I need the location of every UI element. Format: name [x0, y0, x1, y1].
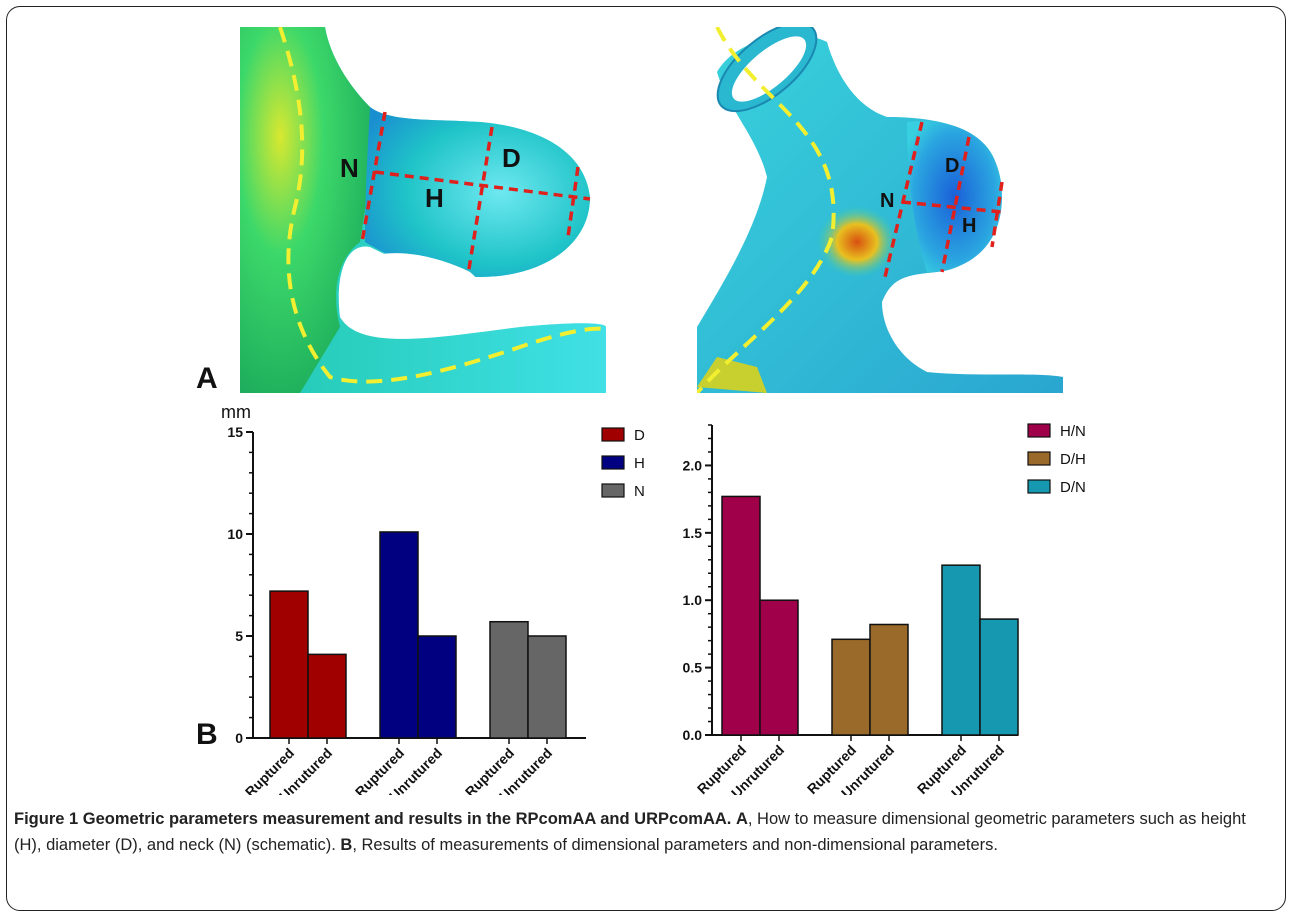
bar-h-n-unrutured — [759, 599, 799, 736]
y-tick-label: 1.0 — [683, 592, 703, 608]
legend-label-d-n: D/N — [1060, 479, 1086, 496]
bar-d-ruptured — [269, 590, 309, 739]
caption-label: Figure 1 — [14, 810, 79, 828]
figure-caption: Figure 1 Geometric parameters measuremen… — [14, 806, 1276, 858]
label-n-left: N — [340, 153, 359, 183]
y-tick-label: 0.5 — [683, 660, 703, 676]
aneurysm-render-left-svg: N H D — [240, 27, 606, 393]
y-tick-label: 15 — [227, 424, 243, 440]
label-h-left: H — [425, 183, 444, 213]
figure-frame — [6, 6, 1286, 911]
aneurysm-render-left: N H D — [240, 27, 606, 393]
y-axis-label: mm — [221, 402, 251, 422]
y-tick-label: 0.0 — [683, 727, 703, 743]
label-h-right: H — [962, 215, 976, 237]
y-tick-label: 2.0 — [683, 457, 703, 473]
legend-swatch-h-n — [1027, 423, 1051, 438]
label-d-left: D — [502, 143, 521, 173]
legend-swatch-d — [601, 427, 625, 442]
caption-part-a-label: A — [735, 810, 748, 828]
bar-n-ruptured — [489, 620, 529, 739]
bar-h-unrutured — [417, 635, 457, 739]
caption-title: Geometric parameters measurement and res… — [82, 810, 732, 828]
label-d-right: D — [945, 155, 959, 177]
legend-label-d: D — [634, 427, 645, 444]
legend-swatch-h — [601, 455, 625, 470]
legend-swatch-n — [601, 483, 625, 498]
legend-label-h-n: H/N — [1060, 423, 1086, 440]
legend-label-n: N — [634, 483, 645, 500]
bar-h-ruptured — [379, 531, 419, 739]
caption-part-b-text: , Results of measurements of dimensional… — [352, 836, 998, 854]
bar-d-unrutured — [307, 653, 347, 739]
y-tick-label: 1.5 — [683, 525, 703, 541]
aneurysm-render-right: N H D — [697, 27, 1063, 393]
legend-swatch-d-n — [1027, 479, 1051, 494]
bar-n-unrutured — [527, 635, 567, 739]
bar-h-n-ruptured — [721, 495, 761, 736]
bar-d-n-ruptured — [941, 564, 981, 736]
bar-d-h-ruptured — [831, 638, 871, 736]
panel-letter-a: A — [196, 362, 218, 395]
caption-part-b-label: B — [340, 836, 353, 854]
legend-swatch-d-h — [1027, 451, 1051, 466]
caption-part-a-text: , How to measure dimensional geometric p… — [14, 810, 1246, 854]
label-n-right: N — [880, 190, 894, 212]
aneurysm-render-right-svg: N H D — [697, 27, 1063, 393]
legend-label-h: H — [634, 455, 645, 472]
y-tick-label: 0 — [235, 730, 243, 746]
y-tick-label: 10 — [227, 526, 243, 542]
panel-letter-b: B — [196, 718, 218, 751]
y-tick-label: 5 — [235, 628, 243, 644]
bar-d-h-unrutured — [869, 623, 909, 736]
bar-d-n-unrutured — [979, 618, 1019, 736]
legend-label-d-h: D/H — [1060, 451, 1086, 468]
